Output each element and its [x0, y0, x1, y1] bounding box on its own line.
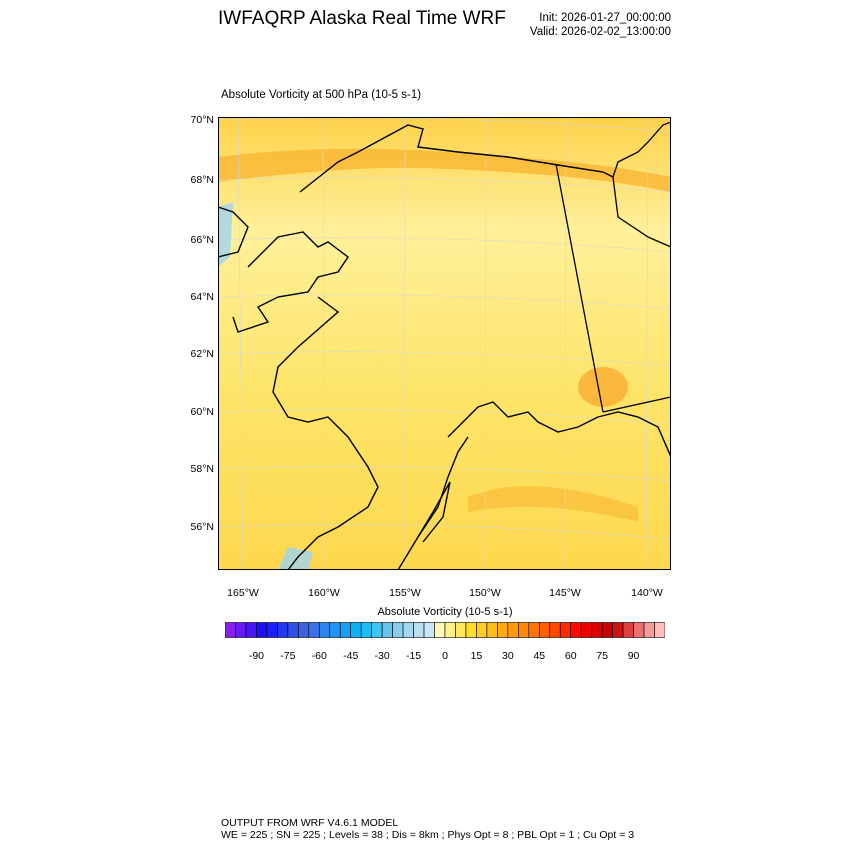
plot-title: IWFAQRP Alaska Real Time WRF — [218, 8, 506, 29]
colorbar-swatch — [444, 622, 456, 638]
colorbar-swatch — [308, 622, 320, 638]
colorbar-label: 0 — [442, 650, 448, 662]
lat-label: 66°N — [190, 234, 214, 246]
colorbar-label: 90 — [627, 650, 640, 662]
colorbar-swatch — [318, 622, 331, 638]
colorbar-swatch — [633, 622, 645, 638]
colorbar-swatch — [601, 622, 613, 638]
colorbar-swatch — [643, 622, 655, 638]
field-subtitle: Absolute Vorticity at 500 hPa (10-5 s-1) — [221, 89, 422, 101]
colorbar-swatch — [507, 622, 519, 638]
colorbar-swatch — [413, 622, 425, 638]
field-background — [218, 117, 671, 570]
colorbar-swatch — [476, 622, 488, 638]
negative-vorticity-sw — [278, 547, 313, 570]
colorbar-label: -15 — [405, 650, 422, 662]
colorbar-label: 15 — [470, 650, 483, 662]
colorbar-swatch — [256, 622, 268, 638]
lat-label: 58°N — [190, 463, 214, 475]
colorbar-swatch — [360, 622, 372, 638]
colorbar-swatch — [486, 622, 498, 638]
colorbar-swatch — [434, 622, 446, 638]
vorticity-band-south — [468, 486, 638, 522]
colorbar-swatch — [392, 622, 404, 638]
colorbar — [225, 622, 665, 638]
colorbar-swatch — [455, 622, 467, 638]
lat-label: 68°N — [190, 174, 214, 186]
colorbar-label: 45 — [533, 650, 546, 662]
colorbar-swatch — [591, 622, 603, 638]
colorbar-title: Absolute Vorticity (10-5 s-1) — [377, 606, 513, 618]
colorbar-swatch — [612, 622, 624, 638]
map-frame — [218, 117, 671, 570]
colorbar-swatch — [298, 622, 310, 638]
vorticity-map — [218, 117, 671, 570]
colorbar-swatch — [287, 622, 299, 638]
init-time: Init: 2026-01-27_00:00:00 — [539, 12, 671, 24]
colorbar-swatch — [339, 622, 352, 638]
vorticity-max-yukon — [578, 367, 628, 407]
colorbar-label: -30 — [374, 650, 390, 662]
colorbar-swatch — [329, 622, 341, 638]
colorbar-label: 60 — [564, 650, 577, 662]
lat-label: 62°N — [190, 348, 214, 360]
colorbar-swatch — [245, 622, 257, 638]
lon-label: 150°W — [469, 587, 501, 599]
colorbar-swatch — [528, 622, 540, 638]
lat-label: 56°N — [190, 521, 214, 533]
colorbar-swatch — [622, 622, 634, 638]
colorbar-swatch — [570, 622, 582, 638]
colorbar-label: 75 — [596, 650, 608, 662]
colorbar-swatch — [266, 622, 278, 638]
colorbar-label: -60 — [311, 650, 327, 662]
model-info: OUTPUT FROM WRF V4.6.1 MODEL — [221, 817, 399, 829]
colorbar-label: -90 — [248, 650, 265, 662]
colorbar-swatch — [538, 622, 551, 638]
colorbar-swatch — [381, 622, 393, 638]
vorticity-band-north — [218, 148, 671, 192]
lon-label: 165°W — [227, 587, 259, 599]
lat-label: 70°N — [190, 114, 214, 126]
colorbar-label: -75 — [280, 650, 296, 662]
valid-time: Valid: 2026-02-02_13:00:00 — [529, 26, 671, 38]
lon-label: 155°W — [389, 587, 421, 599]
lat-label: 64°N — [190, 291, 214, 303]
lon-label: 160°W — [308, 587, 340, 599]
colorbar-label: 30 — [502, 650, 514, 662]
negative-vorticity-west — [218, 202, 233, 267]
borders — [555, 121, 671, 413]
colorbar-swatch — [350, 622, 362, 638]
colorbar-swatch — [549, 622, 561, 638]
colorbar-swatch — [402, 622, 414, 638]
colorbar-swatch — [654, 622, 665, 638]
colorbar-label: -45 — [343, 650, 359, 662]
model-config: WE = 225 ; SN = 225 ; Levels = 38 ; Dis … — [221, 829, 635, 841]
coastlines — [218, 124, 671, 570]
colorbar-swatch — [277, 622, 289, 638]
lat-label: 60°N — [190, 406, 214, 418]
colorbar-swatch — [580, 622, 592, 638]
colorbar-swatch — [371, 622, 383, 638]
colorbar-swatch — [518, 622, 530, 638]
colorbar-swatch — [423, 622, 435, 638]
colorbar-swatch — [559, 622, 572, 638]
colorbar-swatch — [465, 622, 477, 638]
graticule — [218, 117, 671, 570]
colorbar-swatch — [497, 622, 509, 638]
lon-label: 145°W — [549, 587, 581, 599]
colorbar-swatch — [225, 622, 236, 638]
lon-label: 140°W — [631, 587, 663, 599]
colorbar-swatch — [235, 622, 247, 638]
